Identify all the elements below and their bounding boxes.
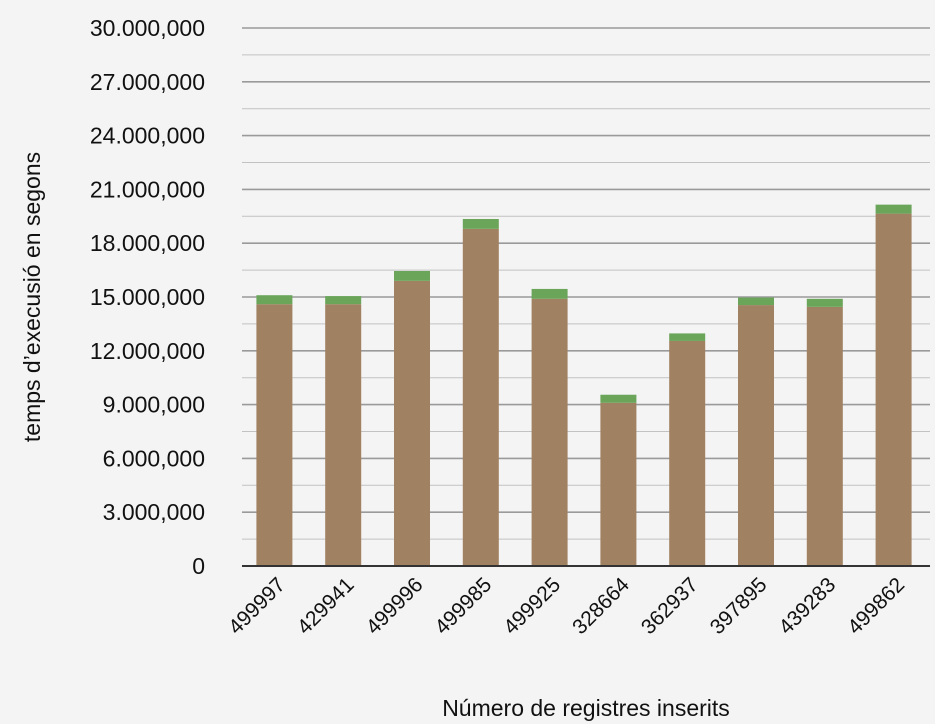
bar-segment-2-499997 xyxy=(256,295,293,305)
bar-segment-1-499862 xyxy=(875,213,912,567)
y-tick-label: 0 xyxy=(192,553,205,579)
bar-segment-2-397895 xyxy=(738,297,774,306)
bar-segment-1-429941 xyxy=(325,304,362,566)
y-tick-label: 6.000,000 xyxy=(103,445,205,471)
bar-segment-2-499925 xyxy=(531,288,568,299)
y-tick-label: 12.000,000 xyxy=(90,338,205,364)
bar-segment-1-499985 xyxy=(462,228,499,566)
y-tick-label: 27.000,000 xyxy=(90,69,205,95)
bars xyxy=(256,204,912,567)
bar-segment-1-499925 xyxy=(531,298,568,566)
bar-segment-2-439283 xyxy=(806,298,843,307)
bar-segment-2-429941 xyxy=(325,296,362,305)
y-tick-label: 21.000,000 xyxy=(90,176,205,202)
bar-segment-2-499862 xyxy=(875,204,912,214)
bar-segment-2-362937 xyxy=(669,333,706,341)
bar-segment-1-439283 xyxy=(806,306,843,566)
y-tick-label: 30.000,000 xyxy=(90,15,205,41)
y-tick-label: 18.000,000 xyxy=(90,230,205,256)
bar-segment-2-499996 xyxy=(394,270,430,281)
bar-segment-2-499985 xyxy=(462,218,499,229)
bar-segment-2-328664 xyxy=(600,394,637,403)
x-axis-label: Número de registres inserits xyxy=(442,695,730,721)
y-tick-label: 9.000,000 xyxy=(103,392,205,418)
bar-segment-1-499996 xyxy=(394,280,430,566)
y-tick-label: 24.000,000 xyxy=(90,123,205,149)
y-tick-label: 3.000,000 xyxy=(103,499,205,525)
bar-segment-1-397895 xyxy=(738,305,774,566)
y-tick-label: 15.000,000 xyxy=(90,284,205,310)
bar-segment-1-499997 xyxy=(256,304,293,566)
bar-segment-1-328664 xyxy=(600,402,637,566)
y-tick-labels: 0 3.000,000 6.000,000 9.000,000 12.000,000 15… xyxy=(90,15,205,579)
y-axis-label: temps d’execusió en segons xyxy=(19,152,45,442)
bar-segment-1-362937 xyxy=(669,340,706,566)
